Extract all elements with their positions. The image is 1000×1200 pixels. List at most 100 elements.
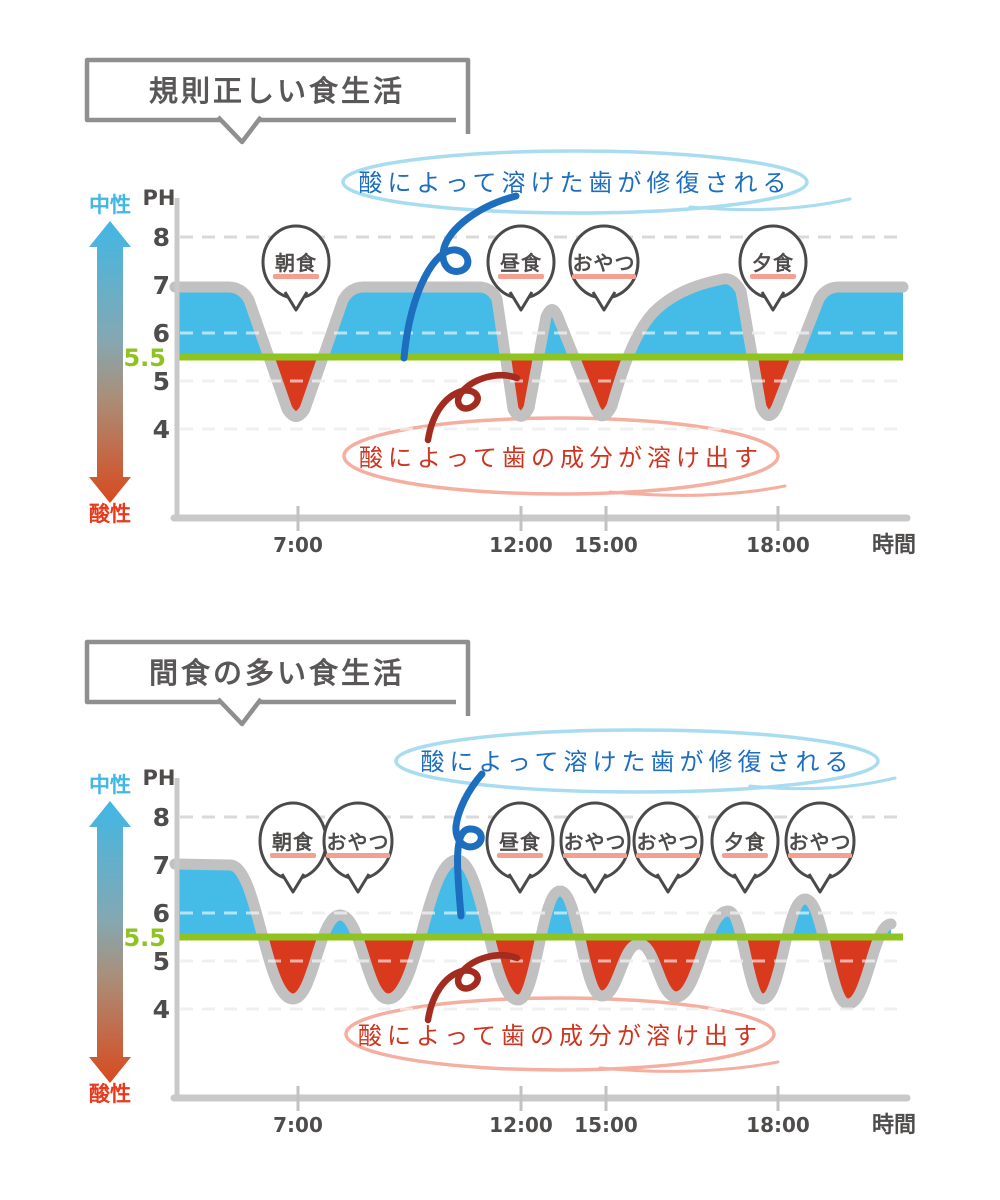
title-callout-regular: 規則正しい食生活 [84,57,471,145]
meal-bubble-snack-4: おやつ [784,801,856,894]
xtick-label-15: 15:00 [574,1113,638,1137]
note-dissolve: 酸によって歯の成分が溶け出す [344,996,780,1073]
ytick-8: 8 [153,223,170,252]
acid-label: 酸性 [89,1082,131,1106]
repair-note-text: 酸によって溶けた歯が修復される [358,169,791,197]
dissolve-arrow [424,372,521,444]
neutral-label: 中性 [89,193,131,217]
dissolve-note-text: 酸によって歯の成分が溶け出す [359,444,763,472]
meal-label: 昼食 [500,251,542,275]
note-repair: 酸によって溶けた歯が修復される [341,149,852,215]
title-tail-fill [216,116,263,142]
chart-regular-diet: 規則正しい食生活 酸によって歯の成分が溶け出す [84,57,916,558]
ytick-7: 7 [153,271,170,300]
neutral-label: 中性 [89,773,131,797]
dissolve-swoosh [608,484,787,497]
note-repair: 酸によって溶けた歯が修復される [394,728,897,794]
meal-label: おやつ [573,251,636,275]
title-box [87,642,468,702]
y-axis-title: PH [143,766,176,790]
remineralization-area [175,278,903,357]
ytick-4: 4 [153,415,170,444]
meal-bubble-snack-3: おやつ [632,801,704,894]
acid-label: 酸性 [89,502,131,526]
xtick-label-12: 12:00 [489,1113,553,1137]
meal-bubble-breakfast: 朝食 [261,224,331,312]
repair-arrow [452,770,486,920]
repair-oval [341,149,809,215]
chart-title: 規則正しい食生活 [149,74,405,108]
gridlines-overlay [180,331,903,431]
chart-snacking-diet: 間食の多い食生活 酸によって歯の成分が溶け出す [84,639,916,1138]
chart-title: 間食の多い食生活 [149,656,405,690]
gridlines-overlay [180,911,903,1011]
repair-oval [394,728,880,794]
xtick-label-18: 18:00 [746,1113,810,1137]
repair-note-text: 酸によって溶けた歯が修復される [420,748,853,776]
meal-bubbles: 朝食 おやつ 昼食 おやつ おやつ [258,801,856,894]
meal-label: 朝食 [272,830,314,854]
meal-bubble-snack-2: おやつ [559,801,631,894]
gradient-arrow [89,801,131,1083]
repair-swoosh [748,776,897,791]
xtick-label-18: 18:00 [746,533,810,557]
ytick-7: 7 [153,851,170,880]
title-box-border [84,57,471,134]
axes [170,198,911,531]
meal-bubble-breakfast: 朝食 [258,801,328,894]
ph-scale-arrow: 中性 酸性 [89,773,131,1106]
x-tick-labels: 7:00 12:00 15:00 18:00 時間 [273,1113,916,1138]
note-dissolve: 酸によって歯の成分が溶け出す [342,416,787,497]
dissolve-swoosh [598,1060,780,1073]
gradient-arrow [89,221,131,503]
ytick-4: 4 [153,995,170,1024]
meal-label: おやつ [789,830,852,854]
title-tail [216,115,263,145]
title-box-border [84,639,471,716]
title-box [87,60,468,120]
ytick-5-5: 5.5 [123,344,166,372]
meal-label: 夕食 [752,251,794,275]
meal-label: 朝食 [275,251,317,275]
x-axis-title: 時間 [872,1113,916,1138]
ph-curve [169,273,909,422]
meal-label: おやつ [564,830,627,854]
title-callout-snacking: 間食の多い食生活 [84,639,471,727]
ytick-8: 8 [153,803,170,832]
x-axis-title: 時間 [872,533,916,558]
meal-label: おやつ [327,830,390,854]
ytick-6: 6 [153,319,170,348]
repair-arrow [400,192,520,362]
xtick-label-7: 7:00 [273,533,323,557]
xtick-label-15: 15:00 [574,533,638,557]
y-axis-title: PH [143,186,176,210]
meal-label: おやつ [637,830,700,854]
meal-bubble-snack: おやつ [568,224,640,312]
dissolve-oval [344,996,776,1072]
meal-bubble-lunch: 昼食 [485,801,555,894]
xtick-label-12: 12:00 [489,533,553,557]
meal-bubble-dinner: 夕食 [738,224,808,312]
meal-bubble-snack-1: おやつ [322,801,394,894]
title-tail [216,697,263,727]
meal-label: 夕食 [724,830,766,854]
y-tick-labels: 8 7 6 5.5 5 4 [123,803,170,1024]
meal-bubble-lunch: 昼食 [486,224,556,312]
ytick-5-5: 5.5 [123,924,166,952]
dissolve-arrow [424,952,521,1024]
meal-label: 昼食 [499,830,541,854]
dissolve-note-text: 酸によって歯の成分が溶け出す [358,1022,762,1050]
meal-bubble-dinner: 夕食 [710,801,780,894]
ytick-5: 5 [153,947,170,976]
ytick-5: 5 [153,367,170,396]
ytick-6: 6 [153,899,170,928]
dissolve-oval [342,416,780,496]
meal-bubbles: 朝食 昼食 おやつ 夕食 [261,224,808,312]
repair-swoosh [688,197,852,212]
ph-curve [169,854,897,1010]
xtick-label-7: 7:00 [273,1113,323,1137]
axes [170,778,911,1111]
y-tick-labels: 8 7 6 5.5 5 4 [123,223,170,444]
title-tail-fill [216,698,263,724]
